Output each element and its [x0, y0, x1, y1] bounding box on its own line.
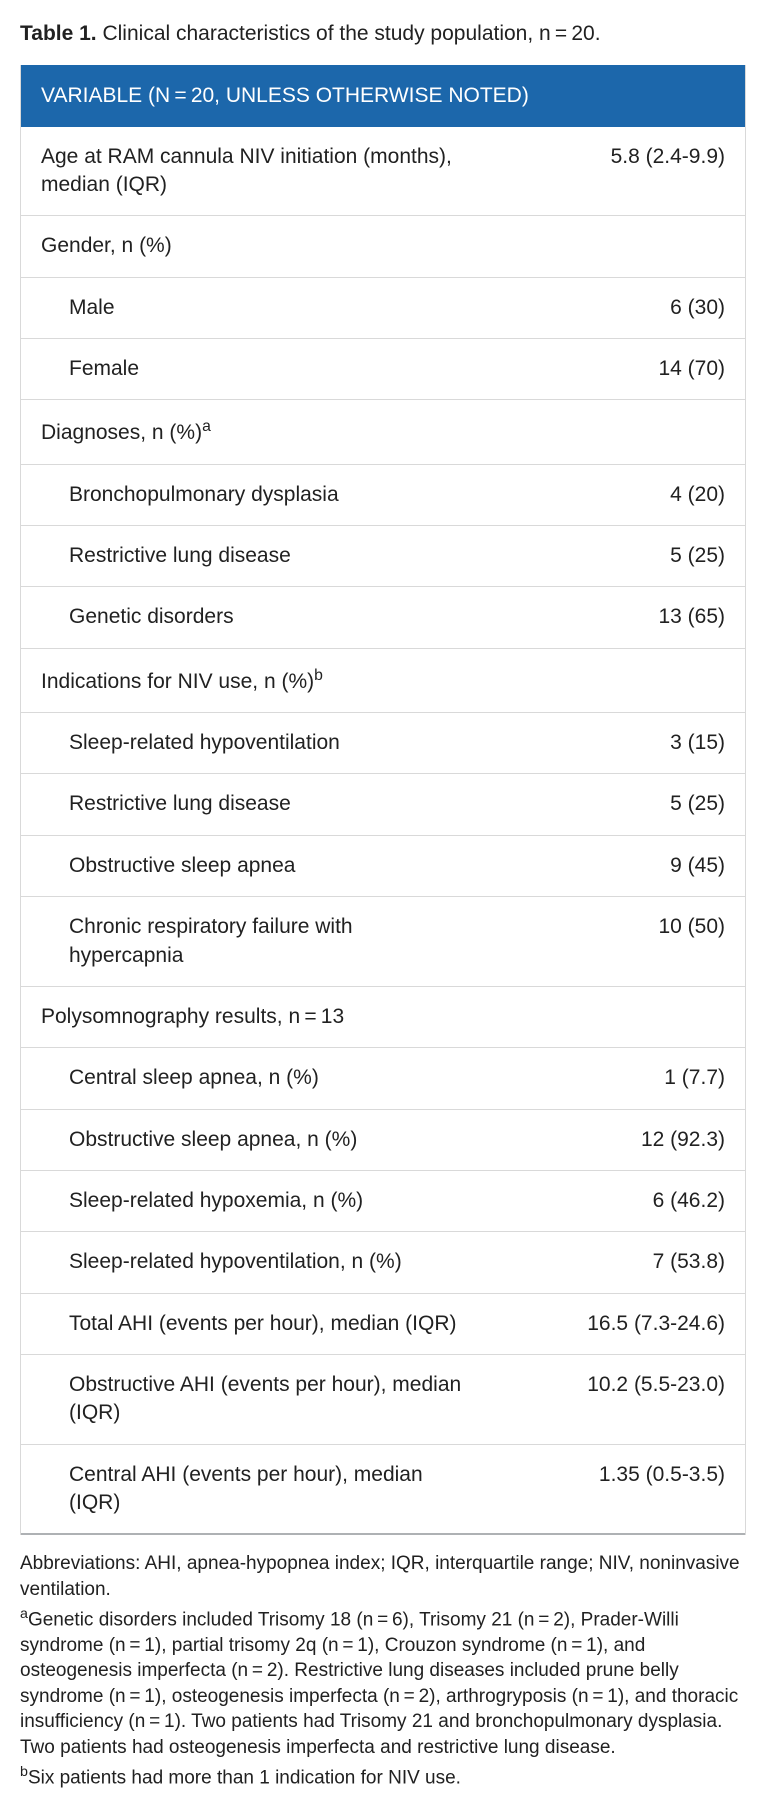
row-label: Genetic disorders [21, 587, 492, 648]
row-label: Restrictive lung disease [21, 774, 492, 835]
row-value: 5.8 (2.4-9.9) [492, 127, 745, 216]
table-row: Obstructive sleep apnea, n (%)12 (92.3) [21, 1109, 745, 1170]
row-label: Gender, n (%) [21, 216, 492, 277]
table-row: Female14 (70) [21, 339, 745, 400]
table-row: Bronchopulmonary dysplasia4 (20) [21, 464, 745, 525]
row-label: Restrictive lung disease [21, 526, 492, 587]
row-label: Polysomnography results, n = 13 [21, 986, 492, 1047]
table-row: Indications for NIV use, n (%)b [21, 648, 745, 712]
table-header: VARIABLE (N = 20, UNLESS OTHERWISE NOTED… [21, 65, 745, 126]
row-label: Total AHI (events per hour), median (IQR… [21, 1293, 492, 1354]
table-row: Restrictive lung disease5 (25) [21, 774, 745, 835]
row-label: Central sleep apnea, n (%) [21, 1048, 492, 1109]
row-label: Male [21, 277, 492, 338]
row-value: 9 (45) [492, 835, 745, 896]
row-label: Obstructive sleep apnea, n (%) [21, 1109, 492, 1170]
table-row: Restrictive lung disease5 (25) [21, 526, 745, 587]
row-label: Obstructive sleep apnea [21, 835, 492, 896]
footnote-b: bSix patients had more than 1 indication… [20, 1763, 746, 1791]
table-row: Central sleep apnea, n (%)1 (7.7) [21, 1048, 745, 1109]
row-label-sup: b [314, 667, 323, 684]
table-row: Age at RAM cannula NIV initiation (month… [21, 127, 745, 216]
row-value: 12 (92.3) [492, 1109, 745, 1170]
row-value: 4 (20) [492, 464, 745, 525]
table-row: Diagnoses, n (%)a [21, 400, 745, 464]
row-value: 10.2 (5.5-23.0) [492, 1354, 745, 1444]
table-row: Central AHI (events per hour), median (I… [21, 1444, 745, 1534]
row-label: Diagnoses, n (%)a [21, 400, 492, 464]
row-value: 13 (65) [492, 587, 745, 648]
row-value: 6 (30) [492, 277, 745, 338]
footnote-b-text: Six patients had more than 1 indication … [28, 1767, 461, 1788]
table-row: Gender, n (%) [21, 216, 745, 277]
row-value: 10 (50) [492, 897, 745, 987]
table-row: Genetic disorders13 (65) [21, 587, 745, 648]
row-value [492, 986, 745, 1047]
row-label: Age at RAM cannula NIV initiation (month… [21, 127, 492, 216]
row-label: Central AHI (events per hour), median (I… [21, 1444, 492, 1534]
row-label: Obstructive AHI (events per hour), media… [21, 1354, 492, 1444]
table-caption: Table 1. Clinical characteristics of the… [20, 20, 746, 47]
table-row: Obstructive sleep apnea9 (45) [21, 835, 745, 896]
table-container: VARIABLE (N = 20, UNLESS OTHERWISE NOTED… [20, 65, 746, 1535]
table-row: Sleep-related hypoventilation3 (15) [21, 713, 745, 774]
table-row: Male6 (30) [21, 277, 745, 338]
row-value: 5 (25) [492, 774, 745, 835]
footnote-b-sup: b [20, 1764, 28, 1780]
table-caption-text: Clinical characteristics of the study po… [97, 22, 601, 45]
clinical-characteristics-table: VARIABLE (N = 20, UNLESS OTHERWISE NOTED… [21, 65, 745, 1535]
row-label: Sleep-related hypoventilation [21, 713, 492, 774]
row-value: 7 (53.8) [492, 1232, 745, 1293]
row-value [492, 216, 745, 277]
row-value: 16.5 (7.3-24.6) [492, 1293, 745, 1354]
row-value: 1.35 (0.5-3.5) [492, 1444, 745, 1534]
table-row: Sleep-related hypoxemia, n (%)6 (46.2) [21, 1170, 745, 1231]
table-row: Chronic respiratory failure with hyperca… [21, 897, 745, 987]
table-row: Total AHI (events per hour), median (IQR… [21, 1293, 745, 1354]
row-label: Sleep-related hypoventilation, n (%) [21, 1232, 492, 1293]
row-label: Female [21, 339, 492, 400]
row-label: Chronic respiratory failure with hyperca… [21, 897, 492, 987]
table-caption-label: Table 1. [20, 22, 97, 45]
footnote-abbrev: Abbreviations: AHI, apnea-hypopnea index… [20, 1551, 746, 1602]
row-value: 1 (7.7) [492, 1048, 745, 1109]
footnote-a: aGenetic disorders included Trisomy 18 (… [20, 1605, 746, 1761]
row-label: Indications for NIV use, n (%)b [21, 648, 492, 712]
footnote-a-sup: a [20, 1606, 28, 1622]
row-value [492, 400, 745, 464]
row-label-sup: a [202, 418, 211, 435]
row-value: 6 (46.2) [492, 1170, 745, 1231]
row-value: 5 (25) [492, 526, 745, 587]
table-row: Polysomnography results, n = 13 [21, 986, 745, 1047]
table-row: Sleep-related hypoventilation, n (%)7 (5… [21, 1232, 745, 1293]
table-row: Obstructive AHI (events per hour), media… [21, 1354, 745, 1444]
row-value: 3 (15) [492, 713, 745, 774]
table-footnotes: Abbreviations: AHI, apnea-hypopnea index… [20, 1551, 746, 1790]
row-value: 14 (70) [492, 339, 745, 400]
row-label: Bronchopulmonary dysplasia [21, 464, 492, 525]
row-value [492, 648, 745, 712]
footnote-a-text: Genetic disorders included Trisomy 18 (n… [20, 1609, 738, 1758]
row-label: Sleep-related hypoxemia, n (%) [21, 1170, 492, 1231]
